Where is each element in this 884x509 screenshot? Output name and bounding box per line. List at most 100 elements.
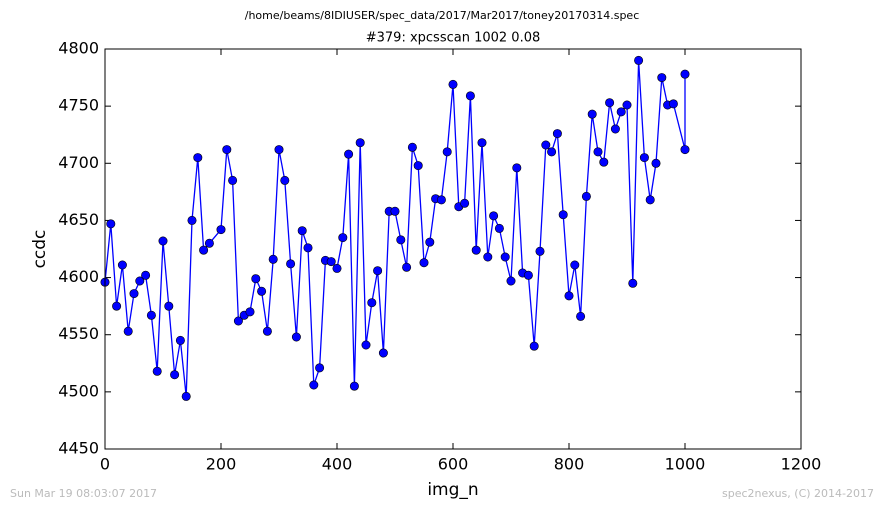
data-point: [262, 326, 272, 336]
data-point: [680, 145, 690, 155]
data-point: [535, 246, 545, 256]
data-point: [326, 257, 336, 267]
data-point: [251, 274, 261, 284]
footer-left: Sun Mar 19 08:03:07 2017: [10, 487, 157, 500]
x-tick-label: 1200: [781, 455, 822, 474]
data-point: [135, 276, 145, 286]
data-point: [164, 301, 174, 311]
data-point: [390, 206, 400, 216]
data-point: [558, 210, 568, 220]
data-point: [222, 145, 232, 155]
data-point: [407, 142, 417, 152]
data-point: [378, 348, 388, 358]
data-point: [419, 258, 429, 268]
data-point: [628, 278, 638, 288]
data-point: [181, 391, 191, 401]
y-tick-label: 4800: [58, 39, 99, 58]
footer-right: spec2nexus, (C) 2014-2017: [722, 487, 874, 500]
data-point: [570, 260, 580, 270]
data-point: [170, 370, 180, 380]
y-tick-label: 4550: [58, 324, 99, 343]
data-point: [552, 129, 562, 139]
data-point: [274, 145, 284, 155]
data-point: [187, 215, 197, 225]
x-tick-label: 400: [322, 455, 353, 474]
y-tick-label: 4750: [58, 96, 99, 115]
x-tick-label: 200: [206, 455, 237, 474]
data-point: [297, 226, 307, 236]
data-point: [593, 147, 603, 157]
data-point: [216, 225, 226, 235]
data-point: [280, 175, 290, 185]
data-point: [512, 163, 522, 173]
data-point: [361, 340, 371, 350]
data-point: [506, 276, 516, 286]
data-point: [668, 99, 678, 109]
y-tick-label: 4600: [58, 267, 99, 286]
data-point: [233, 316, 243, 326]
data-point: [355, 138, 365, 148]
data-point: [349, 381, 359, 391]
data-point: [245, 307, 255, 317]
data-point: [622, 100, 632, 110]
data-point: [576, 311, 586, 321]
data-point: [315, 363, 325, 373]
x-tick-label: 800: [554, 455, 585, 474]
data-point: [529, 341, 539, 351]
suptitle: /home/beams/8IDIUSER/spec_data/2017/Mar2…: [245, 9, 640, 22]
x-axis-label: img_n: [427, 480, 478, 500]
data-point: [158, 236, 168, 246]
data-point: [268, 254, 278, 264]
data-point: [645, 195, 655, 205]
data-point: [639, 153, 649, 163]
y-axis-label: ccdc: [30, 230, 50, 269]
data-line: [104, 60, 686, 397]
data-point: [106, 219, 116, 229]
data-point: [564, 291, 574, 301]
data-point: [193, 153, 203, 163]
data-point: [465, 91, 475, 101]
y-tick-label: 4500: [58, 381, 99, 400]
data-point: [605, 98, 615, 108]
data-point: [129, 289, 139, 299]
data-point: [523, 270, 533, 280]
data-point: [141, 270, 151, 280]
data-point: [610, 124, 620, 134]
data-point: [332, 263, 342, 273]
data-point: [651, 158, 661, 168]
data-point: [436, 195, 446, 205]
data-point: [587, 109, 597, 119]
data-point: [489, 211, 499, 221]
data-point: [152, 366, 162, 376]
x-tick-label: 600: [438, 455, 469, 474]
data-point: [494, 223, 504, 233]
data-point: [471, 245, 481, 255]
data-point: [146, 310, 156, 320]
data-point: [112, 301, 122, 311]
data-point: [448, 79, 458, 89]
data-point: [309, 380, 319, 390]
data-point: [396, 235, 406, 245]
data-point: [657, 73, 667, 83]
data-point: [442, 147, 452, 157]
data-point: [338, 233, 348, 243]
data-point: [634, 55, 644, 65]
data-point: [199, 245, 209, 255]
data-point: [228, 175, 238, 185]
x-tick-label: 1000: [665, 455, 706, 474]
data-point: [680, 69, 690, 79]
data-point: [402, 262, 412, 272]
y-tick-label: 4650: [58, 210, 99, 229]
data-point: [483, 252, 493, 262]
x-tick-label: 0: [100, 455, 110, 474]
data-point: [303, 243, 313, 253]
data-point: [204, 238, 214, 248]
data-point: [616, 107, 626, 117]
data-point: [547, 147, 557, 157]
data-point: [500, 252, 510, 262]
data-point: [460, 198, 470, 208]
data-point: [291, 332, 301, 342]
y-tick-label: 4700: [58, 153, 99, 172]
